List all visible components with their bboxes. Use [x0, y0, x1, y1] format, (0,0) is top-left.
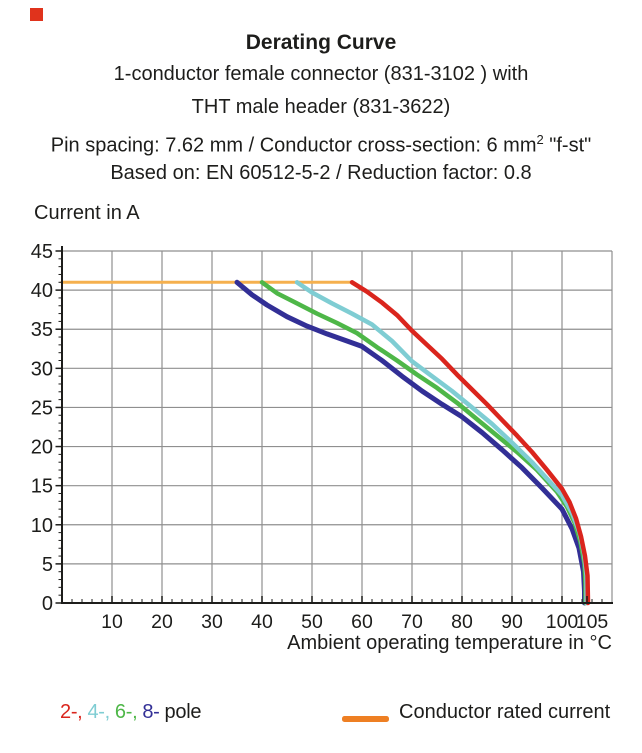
- rated-current-label: Conductor rated current: [399, 701, 611, 723]
- x-tick-label: 60: [351, 611, 373, 633]
- y-tick-label: 30: [31, 358, 53, 380]
- x-axis-title: Ambient operating temperature in °C: [287, 632, 612, 654]
- x-tick-label: 90: [501, 611, 523, 633]
- legend-pole-2: 2-,: [60, 701, 83, 723]
- legend-pole-6: 6-,: [114, 701, 138, 723]
- x-tick-label: 50: [301, 611, 323, 633]
- rated-current-swatch: [342, 716, 389, 722]
- chart-subtitle-connector: 1-conductor female connector (831-3102 )…: [113, 63, 529, 85]
- legend-pole-4: 4-,: [87, 701, 110, 723]
- y-tick-label: 5: [42, 554, 53, 576]
- x-tick-label: 80: [451, 611, 473, 633]
- x-tick-label: 105: [576, 611, 609, 633]
- chart-title: Derating Curve: [245, 31, 397, 54]
- curve-6-pole: [259, 280, 588, 606]
- legend-pole-suffix: pole: [164, 701, 202, 723]
- x-tick-label: 100: [546, 611, 579, 633]
- y-tick-label: 35: [31, 319, 53, 341]
- y-tick-label: 0: [42, 593, 53, 615]
- f-st-text: "f-st": [543, 134, 592, 157]
- y-tick-label: 20: [31, 437, 53, 459]
- curve-4-pole: [294, 280, 589, 606]
- y-tick-label: 10: [31, 515, 53, 537]
- x-tick-label: 70: [401, 611, 423, 633]
- y-axis-title: Current in A: [34, 202, 140, 224]
- brand-red-square: [30, 8, 43, 21]
- y-tick-label: 25: [31, 397, 53, 419]
- legend-pole-8: 8-: [142, 701, 160, 723]
- chart-subtitle-standard: Based on: EN 60512-5-2 / Reduction facto…: [110, 162, 532, 184]
- curve-2-pole: [349, 280, 591, 606]
- x-tick-label: 30: [201, 611, 223, 633]
- x-tick-label: 40: [251, 611, 273, 633]
- superscript-2: 2: [536, 132, 544, 147]
- y-tick-label: 45: [31, 241, 53, 263]
- pin-spacing-text: Pin spacing: 7.62 mm / Conductor cross-s…: [50, 134, 537, 157]
- x-tick-label: 10: [101, 611, 123, 633]
- curve-8-pole: [234, 279, 587, 606]
- x-tick-label: 20: [151, 611, 173, 633]
- y-tick-label: 40: [31, 280, 53, 302]
- chart-subtitle-header: THT male header (831-3622): [191, 96, 451, 118]
- legend-poles: 2-, 4-, 6-, 8- pole: [60, 701, 201, 724]
- chart-subtitle-pin-spacing: Pin spacing: 7.62 mm / Conductor cross-s…: [0, 128, 642, 158]
- y-tick-label: 15: [31, 476, 53, 498]
